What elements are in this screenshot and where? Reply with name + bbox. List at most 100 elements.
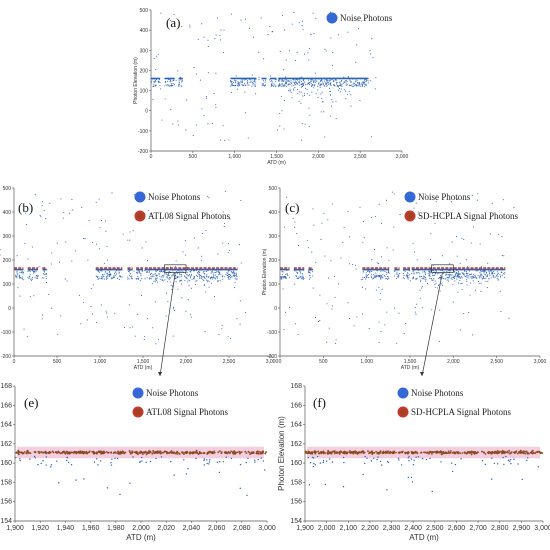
noise-photon — [420, 279, 422, 281]
noise-photon — [186, 99, 188, 101]
noise-photon — [320, 84, 322, 86]
signal-photon — [124, 451, 127, 454]
noise-photon — [113, 276, 115, 279]
noise-photon — [175, 213, 177, 215]
noise-photon — [167, 84, 169, 86]
noise-photon — [301, 278, 303, 280]
noise-photon — [230, 13, 232, 15]
noise-photon — [114, 457, 116, 459]
noise-photon — [329, 90, 331, 93]
signal-photon — [255, 451, 258, 453]
signal-photon — [508, 449, 511, 452]
noise-photon — [341, 85, 343, 87]
noise-photon — [203, 270, 205, 273]
noise-photon — [172, 84, 174, 87]
noise-photon — [445, 273, 447, 275]
noise-photon — [382, 277, 384, 279]
y-tick-label: 400 — [3, 210, 12, 216]
noise-photon — [329, 87, 331, 90]
noise-photon — [355, 85, 357, 87]
noise-photon — [206, 279, 208, 281]
noise-photon — [15, 276, 17, 278]
noise-photon — [386, 247, 388, 249]
noise-photon — [230, 276, 232, 278]
noise-photon — [56, 460, 58, 462]
noise-photon — [286, 79, 288, 81]
noise-photon — [380, 275, 382, 277]
noise-photon — [146, 271, 148, 273]
signal-photon — [315, 451, 318, 453]
noise-photon — [351, 85, 353, 87]
noise-photon — [364, 79, 366, 81]
noise-photon — [317, 85, 319, 87]
noise-photon — [468, 270, 470, 272]
noise-photon — [491, 478, 493, 480]
signal-photon — [352, 451, 355, 454]
noise-photon — [97, 275, 99, 277]
noise-photon — [422, 277, 424, 279]
noise-photon — [322, 461, 325, 464]
noise-photon — [108, 270, 111, 272]
y-tick-label: 500 — [140, 8, 149, 14]
noise-photon — [482, 277, 484, 279]
noise-photon — [476, 199, 478, 201]
noise-photon — [43, 273, 45, 275]
noise-photon — [112, 277, 114, 279]
signal-photon — [438, 451, 440, 454]
noise-photon — [156, 277, 158, 279]
noise-photon — [177, 124, 180, 126]
noise-photon — [278, 84, 280, 86]
noise-photon — [297, 272, 299, 274]
noise-photon — [294, 221, 296, 223]
signal-photon — [176, 453, 179, 455]
noise-photon — [232, 84, 234, 86]
noise-photon — [172, 335, 174, 337]
noise-photon — [460, 283, 462, 285]
signal-photon — [439, 450, 442, 453]
noise-photon — [332, 51, 334, 54]
signal-photon — [228, 451, 231, 454]
noise-photon — [234, 80, 236, 82]
noise-photon — [408, 455, 410, 458]
noise-photon — [337, 34, 339, 36]
noise-photon — [357, 28, 360, 30]
noise-photon — [355, 264, 357, 266]
noise-photon — [27, 276, 29, 278]
noise-photon — [311, 91, 313, 93]
noise-photon — [284, 311, 287, 313]
noise-photon — [425, 277, 427, 279]
noise-photon — [503, 255, 505, 257]
noise-photon — [384, 275, 386, 277]
x-tick-label: 2,100 — [340, 525, 358, 532]
noise-photon — [301, 275, 303, 277]
signal-photon — [534, 452, 537, 455]
noise-photon — [329, 94, 331, 96]
noise-photon — [117, 277, 119, 279]
noise-photon — [132, 456, 134, 458]
noise-photon — [289, 90, 291, 92]
noise-photon — [394, 270, 396, 272]
noise-photon — [508, 460, 511, 463]
noise-photon — [484, 274, 487, 276]
noise-photon — [375, 76, 377, 78]
signal-photon — [38, 452, 41, 454]
noise-photon — [498, 233, 500, 235]
noise-photon — [287, 90, 290, 92]
noise-photon — [181, 85, 183, 87]
noise-photon — [247, 137, 249, 139]
noise-photon — [211, 122, 213, 124]
noise-photon — [198, 273, 200, 275]
signal-photon — [514, 451, 517, 454]
signal-photon — [92, 450, 95, 453]
noise-photon — [219, 39, 221, 41]
noise-photon — [314, 80, 316, 82]
noise-photon — [282, 271, 284, 273]
signal-photon — [231, 451, 234, 453]
noise-photon — [24, 242, 26, 244]
noise-photon — [448, 270, 450, 272]
noise-photon — [386, 278, 389, 280]
noise-photon — [351, 84, 353, 86]
noise-photon — [151, 283, 153, 285]
noise-photon — [416, 277, 418, 279]
noise-photon — [75, 479, 77, 481]
